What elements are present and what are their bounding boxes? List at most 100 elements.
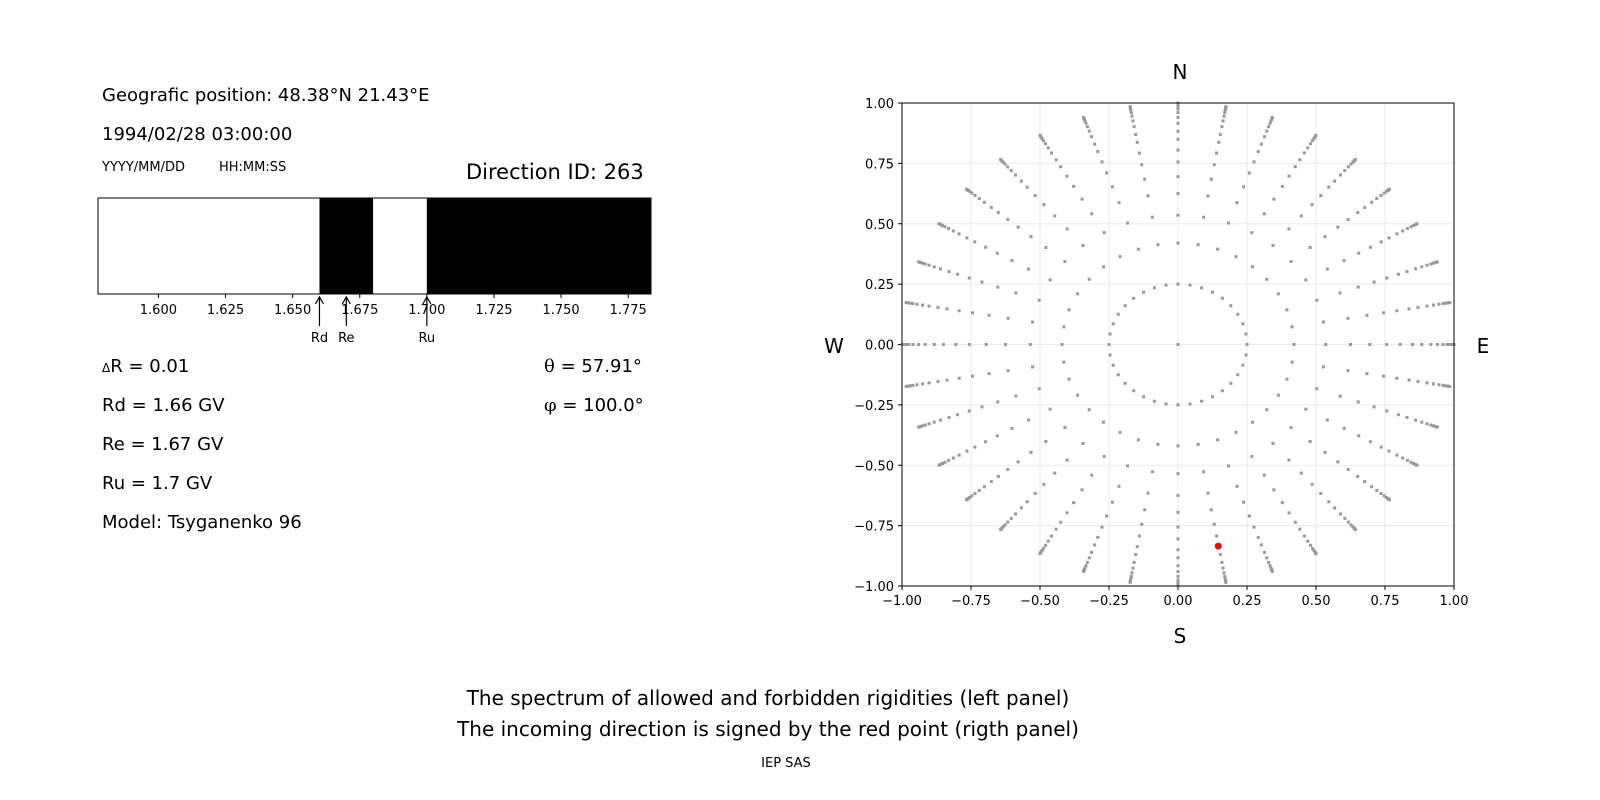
direction-point xyxy=(967,343,971,346)
direction-point xyxy=(1398,343,1402,346)
direction-point xyxy=(941,461,945,465)
direction-point xyxy=(1110,500,1114,504)
direction-point xyxy=(1093,543,1097,547)
direction-point xyxy=(1042,203,1046,207)
direction-point xyxy=(1096,150,1100,154)
direction-point xyxy=(923,343,927,346)
direction-point xyxy=(1256,150,1260,154)
direction-point xyxy=(1221,566,1225,570)
direction-point xyxy=(973,492,977,496)
direction-point xyxy=(1435,425,1439,429)
direction-point xyxy=(1256,535,1260,539)
direction-point xyxy=(1285,308,1289,312)
direction-point xyxy=(1029,235,1033,239)
direction-point xyxy=(982,200,986,204)
direction-point xyxy=(973,240,977,244)
direction-point xyxy=(1062,325,1066,329)
direction-point xyxy=(1010,259,1014,263)
direction-point xyxy=(1107,343,1111,346)
direction-point xyxy=(1101,265,1105,269)
direction-point xyxy=(1396,413,1400,417)
time-format-label: HH:MM:SS xyxy=(219,160,287,175)
direction-point xyxy=(947,415,951,419)
direction-point xyxy=(1009,516,1013,520)
direction-point xyxy=(1405,270,1409,274)
marker-label-ru: Ru xyxy=(418,331,435,346)
direction-point xyxy=(1025,185,1029,189)
direction-point xyxy=(1200,399,1204,403)
direction-point xyxy=(1379,445,1383,449)
arrowhead-icon xyxy=(314,295,324,305)
direction-point xyxy=(1333,179,1337,183)
direction-point xyxy=(1142,395,1145,399)
direction-point xyxy=(1349,162,1353,166)
direction-point xyxy=(1349,523,1353,527)
direction-point xyxy=(1062,360,1066,364)
direction-point xyxy=(1083,119,1087,123)
direction-point xyxy=(1063,259,1067,263)
direction-point xyxy=(1006,520,1010,524)
direction-point xyxy=(1081,244,1085,248)
direction-point xyxy=(1202,470,1206,474)
direction-point xyxy=(947,270,951,274)
y-tick-label: 0.25 xyxy=(865,278,894,293)
re-value: Re = 1.67 GV xyxy=(102,434,224,455)
direction-point xyxy=(1108,332,1112,336)
direction-point xyxy=(937,222,941,226)
direction-point xyxy=(1265,277,1269,281)
direction-point xyxy=(1346,467,1350,471)
direction-point xyxy=(1356,474,1360,478)
direction-point xyxy=(1129,574,1133,578)
direction-point xyxy=(995,251,999,255)
direction-point xyxy=(1268,121,1272,125)
direction-point xyxy=(943,460,947,464)
direction-point xyxy=(1425,381,1429,385)
direction-point xyxy=(1244,332,1248,336)
direction-point xyxy=(938,267,942,271)
direction-point xyxy=(904,384,908,388)
caption-line-1: The spectrum of allowed and forbidden ri… xyxy=(466,686,1070,710)
direction-point xyxy=(971,311,975,315)
direction-point xyxy=(973,445,977,449)
direction-point xyxy=(1287,458,1291,462)
direction-point xyxy=(999,158,1003,162)
direction-point xyxy=(1363,480,1367,484)
direction-point xyxy=(1321,320,1325,324)
direction-point xyxy=(1235,201,1239,205)
direction-point xyxy=(1053,214,1057,218)
phi-symbol: φ xyxy=(544,395,557,416)
x-tick-label: 1.00 xyxy=(1440,594,1469,609)
direction-point xyxy=(1319,491,1323,495)
direction-point xyxy=(1050,534,1054,538)
direction-point xyxy=(1176,107,1180,111)
direction-point xyxy=(1346,520,1350,524)
direction-point xyxy=(1176,556,1180,560)
direction-point xyxy=(1229,381,1233,385)
direction-point xyxy=(956,413,960,417)
y-tick-label: 0.50 xyxy=(865,218,894,233)
direction-point xyxy=(1368,440,1372,444)
direction-point xyxy=(995,434,999,438)
direction-point xyxy=(1311,139,1315,143)
direction-point xyxy=(1315,387,1319,391)
direction-point xyxy=(1289,259,1293,263)
direction-point xyxy=(1164,283,1168,287)
direction-point xyxy=(965,449,969,453)
direction-point xyxy=(1375,488,1379,492)
direction-point xyxy=(1006,165,1010,169)
direction-point xyxy=(1076,393,1080,397)
direction-point xyxy=(1280,184,1284,188)
compass-south: S xyxy=(1174,624,1187,648)
direction-point xyxy=(1298,527,1302,531)
direction-point xyxy=(1013,512,1017,516)
direction-point xyxy=(1357,434,1361,438)
direction-point xyxy=(932,265,936,269)
direction-point xyxy=(1087,408,1091,412)
direction-point xyxy=(1276,393,1280,397)
direction-point xyxy=(1435,260,1439,264)
direction-point xyxy=(1387,449,1391,453)
direction-point xyxy=(1118,255,1122,259)
direction-point xyxy=(1247,514,1251,518)
direction-point xyxy=(1176,160,1180,164)
direction-point xyxy=(1220,560,1224,564)
